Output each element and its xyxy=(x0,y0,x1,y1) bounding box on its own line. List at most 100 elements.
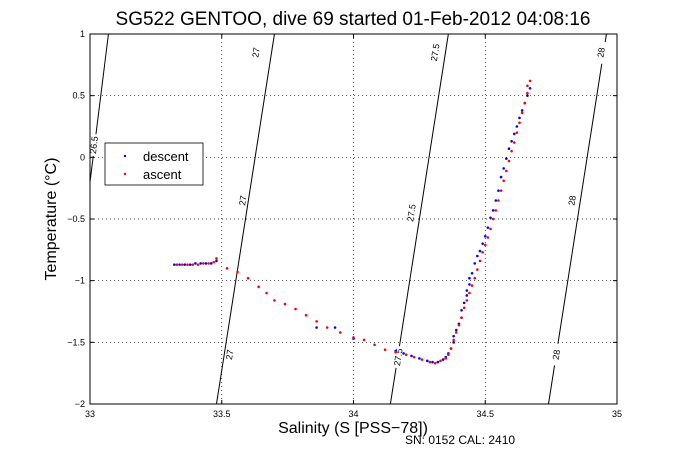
ascent-point xyxy=(491,217,495,221)
ascent-point xyxy=(315,320,318,323)
ascent-point xyxy=(483,243,487,247)
descent-point xyxy=(526,94,529,97)
ascent-point xyxy=(212,260,216,264)
descent-point xyxy=(476,254,479,258)
ascent-point xyxy=(520,111,524,115)
ascent-point xyxy=(428,360,432,364)
descent-point xyxy=(183,263,187,266)
descent-point xyxy=(468,283,471,286)
ascent-point xyxy=(462,306,466,310)
ascent-point xyxy=(207,262,210,265)
ascent-point xyxy=(526,84,529,88)
descent-point xyxy=(194,262,197,265)
serial-calibration-label: SN: 0152 CAL: 2410 xyxy=(405,433,515,447)
contour-label: 26.5 xyxy=(88,136,100,155)
legend-box xyxy=(104,142,204,186)
ascent-point xyxy=(526,91,529,95)
contour-label: 28 xyxy=(551,349,562,360)
ascent-point xyxy=(196,263,200,266)
contour-label-background xyxy=(405,201,418,225)
ascent-point xyxy=(304,313,308,317)
ascent-point xyxy=(180,263,184,266)
grid-lines xyxy=(90,34,617,404)
ascent-point xyxy=(515,131,519,134)
contour-label: 27 xyxy=(237,195,248,206)
descent-point xyxy=(173,263,176,266)
descent-point xyxy=(460,308,463,312)
ascent-point xyxy=(518,121,521,125)
descent-point xyxy=(481,242,484,245)
legend-label-ascent: ascent xyxy=(143,167,182,182)
ascent-point xyxy=(510,149,513,153)
ascent-point xyxy=(202,262,205,265)
descent-point xyxy=(178,263,181,266)
ascent-point xyxy=(175,263,179,266)
ascent-point xyxy=(325,326,329,329)
descent-point xyxy=(441,358,445,361)
ascent-point xyxy=(447,353,450,356)
descent-point xyxy=(502,167,505,170)
y-tick-label: −1 xyxy=(75,276,85,286)
contour-label-background xyxy=(224,343,236,367)
descent-point xyxy=(510,140,513,143)
x-tick-label: 33.5 xyxy=(213,409,231,419)
ascent-point xyxy=(191,263,195,266)
x-tick-label: 35 xyxy=(612,409,622,419)
ascent-point xyxy=(186,263,189,266)
ascent-point xyxy=(339,331,342,334)
ascent-point xyxy=(373,343,376,347)
x-tick-label: 33 xyxy=(85,409,95,419)
ascent-point xyxy=(494,209,498,212)
ascent-point xyxy=(452,338,455,342)
ascent-point xyxy=(473,276,477,280)
y-tick-label: −2 xyxy=(75,399,85,409)
ascent-point xyxy=(362,338,366,342)
descent-point xyxy=(462,301,466,305)
contour-label: 27 xyxy=(224,349,235,360)
ascent-point xyxy=(283,302,287,306)
ascent-point xyxy=(412,355,416,359)
descent-point xyxy=(478,249,482,253)
descent-point xyxy=(425,359,429,363)
ascent-point xyxy=(489,227,492,231)
ascent-point xyxy=(523,101,527,105)
ascent-point xyxy=(507,159,511,163)
descent-point xyxy=(470,271,474,275)
contour-label: 28 xyxy=(595,47,606,58)
contour-label-background xyxy=(429,41,441,64)
descent-point xyxy=(497,189,500,192)
descent-point xyxy=(410,354,413,358)
descent-point xyxy=(468,276,471,280)
descent-point xyxy=(491,209,495,212)
ascent-point xyxy=(476,268,479,271)
descent-point xyxy=(418,357,421,360)
contour-label-background xyxy=(88,133,100,157)
ascent-point xyxy=(273,299,276,302)
descent-point xyxy=(402,352,405,355)
x-axis-label: Salinity (S [PSS−78]) xyxy=(278,420,428,437)
contour-label-background xyxy=(250,41,262,64)
descent-point xyxy=(436,360,440,364)
descent-point xyxy=(512,132,516,136)
ascent-point xyxy=(499,189,503,192)
ascent-point xyxy=(460,316,463,319)
ascent-point xyxy=(439,359,442,363)
series-descent xyxy=(173,86,532,364)
contour-label: 27 xyxy=(250,47,261,58)
x-tick-label: 34 xyxy=(348,409,358,419)
descent-point xyxy=(465,294,469,297)
ascent-point xyxy=(352,336,355,339)
ascent-point xyxy=(294,307,297,311)
descent-point xyxy=(483,234,487,238)
descent-point xyxy=(431,360,434,364)
chart-title: SG522 GENTOO, dive 69 started 01-Feb-201… xyxy=(116,9,591,30)
contour-label-background xyxy=(595,41,607,64)
ascent-point xyxy=(470,284,474,287)
ascent-point xyxy=(454,331,458,334)
descent-point xyxy=(209,262,213,265)
x-tick-label: 34.5 xyxy=(476,409,494,419)
ascent-point xyxy=(225,267,229,270)
descent-point xyxy=(489,216,492,220)
descent-point xyxy=(215,259,218,263)
